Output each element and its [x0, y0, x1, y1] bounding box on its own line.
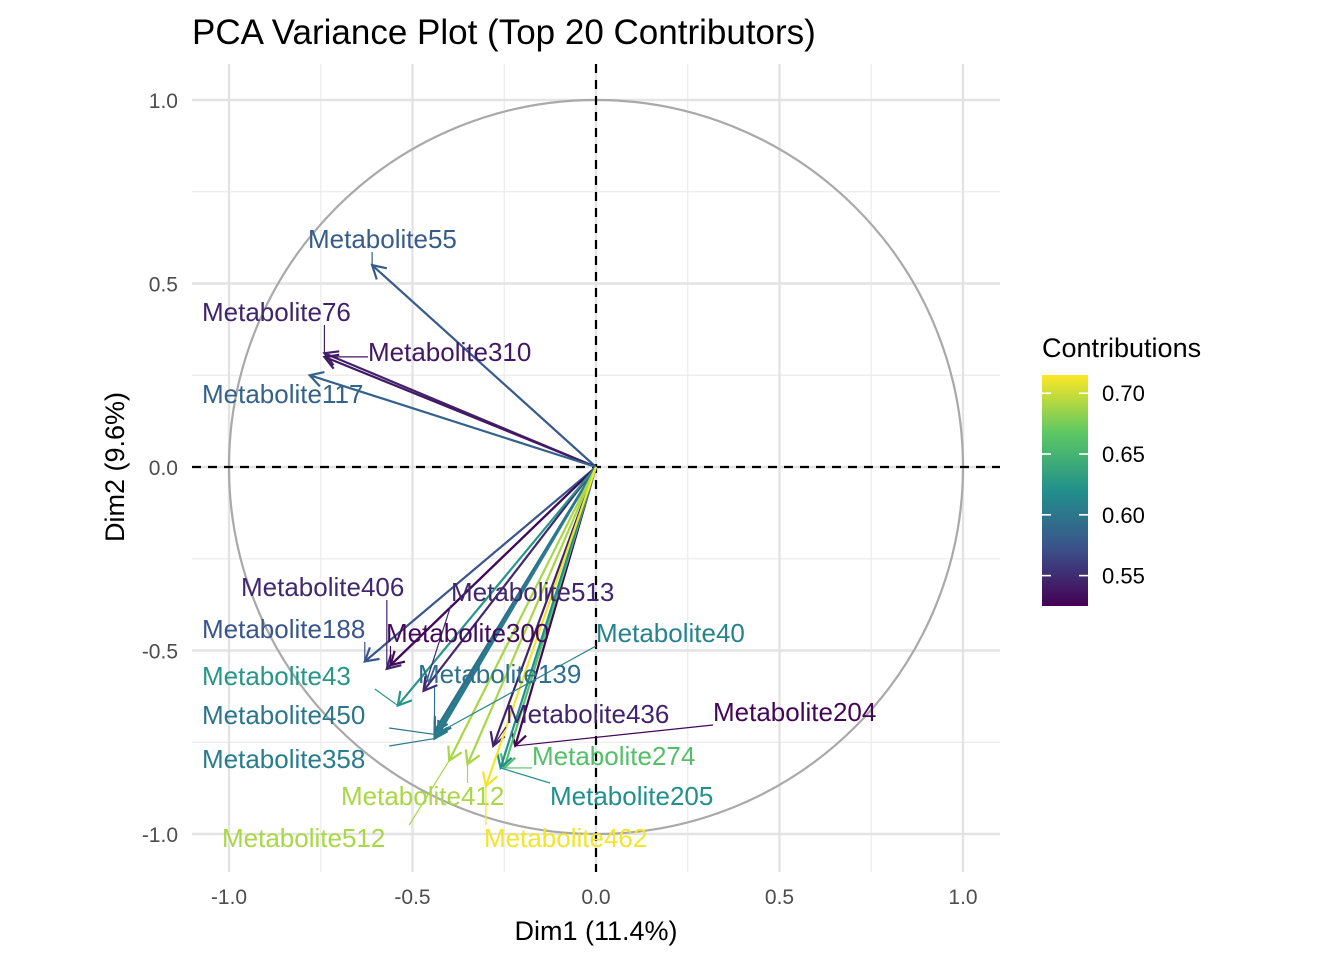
label-leader-line [434, 645, 597, 736]
y-tick-label: -0.5 [142, 641, 178, 664]
variable-label: Metabolite117 [202, 379, 363, 409]
arrow-shaft [433, 466, 597, 740]
label-leader-line [492, 726, 507, 747]
x-axis-label: Dim1 (11.4%) [514, 916, 677, 946]
arrow-shaft [422, 466, 597, 692]
variable-label: Metabolite274 [532, 741, 695, 771]
variable-label: Metabolite300 [386, 618, 549, 648]
label-leader-line [515, 724, 714, 747]
variable-label: Metabolite40 [596, 618, 745, 648]
x-tick-label: 1.0 [948, 886, 977, 909]
variable-label: Metabolite204 [713, 697, 876, 727]
variable-label: Metabolite310 [368, 337, 531, 367]
label-leader-line [408, 760, 450, 826]
x-tick-label: -1.0 [211, 886, 247, 909]
y-tick-label: 1.0 [149, 90, 178, 113]
legend-tick-label: 0.65 [1102, 442, 1145, 467]
arrow-shaft [448, 466, 597, 762]
variable-label: Metabolite513 [451, 577, 614, 607]
variable-label: Metabolite139 [418, 659, 581, 689]
variable-label: Metabolite450 [202, 700, 365, 730]
y-axis-label: Dim2 (9.6%) [100, 392, 130, 542]
legend-tick-label: 0.70 [1102, 381, 1145, 406]
variable-label: Metabolite358 [202, 744, 365, 774]
arrow-shaft [364, 466, 597, 663]
arrow-shaft [466, 466, 598, 765]
y-tick-label: 0.5 [149, 274, 178, 297]
variable-label: Metabolite462 [484, 823, 647, 853]
chart-title: PCA Variance Plot (Top 20 Contributors) [192, 13, 816, 52]
x-tick-label: 0.5 [765, 886, 794, 909]
legend-tick-label: 0.55 [1102, 564, 1145, 589]
arrow-shaft [324, 355, 597, 469]
x-tick-label: 0.0 [581, 886, 610, 909]
variable-label: Metabolite512 [222, 823, 385, 853]
variable-label: Metabolite205 [550, 781, 713, 811]
axis-ticks: -1.0 -0.5 0.0 0.5 1.0 -1.0 -0.5 0.0 0.5 1.0 [142, 90, 978, 909]
arrow-shaft [396, 466, 597, 707]
legend: Contributions 0.55 0.60 0.65 0.70 [1042, 333, 1201, 606]
legend-colorbar [1042, 375, 1088, 606]
variable-label: Metabolite55 [308, 224, 457, 254]
arrow-metabolite310 [322, 353, 597, 469]
arrow-shaft [484, 466, 598, 787]
label-leader-line [389, 727, 439, 736]
arrow-shaft [389, 466, 597, 666]
legend-tick-label: 0.60 [1102, 503, 1145, 528]
y-tick-label: 0.0 [149, 457, 178, 480]
variable-label: Metabolite43 [202, 661, 351, 691]
x-tick-label: -0.5 [394, 886, 430, 909]
legend-title: Contributions [1042, 333, 1201, 363]
variable-label: Metabolite406 [241, 572, 404, 602]
arrow-shaft [309, 374, 597, 469]
arrow-head [307, 370, 325, 388]
label-leader-line [389, 737, 435, 747]
label-leader-line [374, 688, 399, 707]
label-leader-line [500, 767, 551, 784]
arrow-metabolite117 [307, 370, 597, 469]
variable-labels: Metabolite55Metabolite76Metabolite310Met… [202, 224, 876, 853]
variable-label: Metabolite76 [202, 297, 351, 327]
y-tick-label: -1.0 [142, 824, 178, 847]
arrow-shaft [371, 264, 597, 468]
variable-label: Metabolite436 [506, 699, 669, 729]
variable-label: Metabolite412 [341, 781, 504, 811]
arrow-shaft [499, 466, 598, 769]
variable-label: Metabolite188 [202, 614, 365, 644]
label-leader-line [422, 604, 452, 692]
